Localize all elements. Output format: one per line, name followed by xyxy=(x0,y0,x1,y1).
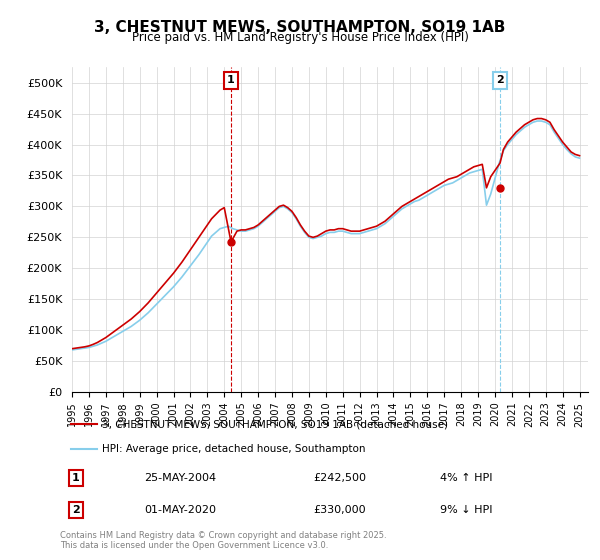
Text: HPI: Average price, detached house, Southampton: HPI: Average price, detached house, Sout… xyxy=(102,445,366,454)
Text: 4% ↑ HPI: 4% ↑ HPI xyxy=(440,473,493,483)
Text: 1: 1 xyxy=(72,473,80,483)
Text: 25-MAY-2004: 25-MAY-2004 xyxy=(145,473,217,483)
Text: 9% ↓ HPI: 9% ↓ HPI xyxy=(440,505,493,515)
Text: 3, CHESTNUT MEWS, SOUTHAMPTON, SO19 1AB (detached house): 3, CHESTNUT MEWS, SOUTHAMPTON, SO19 1AB … xyxy=(102,419,448,429)
Text: 3, CHESTNUT MEWS, SOUTHAMPTON, SO19 1AB: 3, CHESTNUT MEWS, SOUTHAMPTON, SO19 1AB xyxy=(94,20,506,35)
Text: 01-MAY-2020: 01-MAY-2020 xyxy=(145,505,217,515)
Text: 1: 1 xyxy=(227,75,235,85)
Text: £242,500: £242,500 xyxy=(313,473,367,483)
Text: Contains HM Land Registry data © Crown copyright and database right 2025.
This d: Contains HM Land Registry data © Crown c… xyxy=(60,530,386,550)
Text: 2: 2 xyxy=(72,505,80,515)
Text: Price paid vs. HM Land Registry's House Price Index (HPI): Price paid vs. HM Land Registry's House … xyxy=(131,31,469,44)
Text: 2: 2 xyxy=(496,75,504,85)
Text: £330,000: £330,000 xyxy=(313,505,366,515)
